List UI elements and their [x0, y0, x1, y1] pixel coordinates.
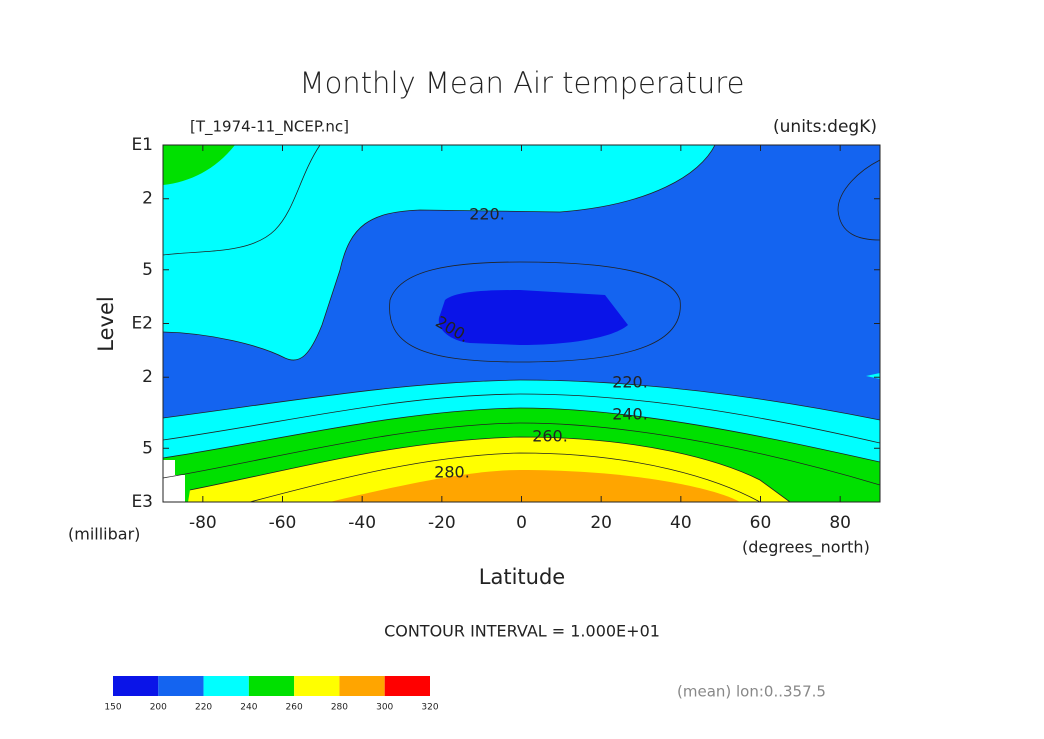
y-tick-label: 2	[142, 367, 153, 387]
contour-label: 220.	[469, 205, 505, 224]
contour-label: 220.	[612, 373, 648, 392]
y-tick-label: E1	[131, 135, 153, 155]
contour-label: 240.	[612, 405, 648, 424]
band-150-200	[438, 290, 628, 345]
band-220-240	[163, 145, 715, 361]
x-tick-label: -40	[348, 513, 376, 533]
x-axis-label: Latitude	[479, 565, 565, 589]
colorbar-label: 220	[195, 703, 212, 713]
x-tick-label: 20	[590, 513, 612, 533]
missing-data	[163, 460, 185, 502]
band-280-300	[330, 470, 740, 502]
y-tick-label: 2	[142, 189, 153, 209]
colorbar-swatch	[384, 676, 430, 696]
units-label: (units:degK)	[773, 117, 877, 137]
contour-line	[163, 407, 880, 463]
band-240-260	[163, 145, 235, 185]
colorbar-label: 260	[286, 703, 303, 713]
contour-line	[163, 422, 880, 486]
x-tick-label: 0	[516, 513, 527, 533]
contour-label: 280.	[434, 463, 470, 482]
contour-fill	[163, 145, 880, 502]
colorbar-swatch	[248, 676, 295, 696]
colorbar-swatch	[339, 676, 385, 696]
x-tick-label: 80	[829, 513, 851, 533]
y-tick-label: E3	[131, 492, 153, 512]
x-tick-label: 40	[670, 513, 692, 533]
contour-line	[389, 261, 681, 363]
colorbar-swatch	[113, 676, 159, 696]
contour-interval: CONTOUR INTERVAL = 1.000E+01	[384, 622, 660, 641]
file-label: [T_1974-11_NCEP.nc]	[190, 118, 349, 137]
y-axis-label: Level	[94, 296, 118, 351]
colorbar-swatch	[294, 676, 340, 696]
colorbar-label: 200	[150, 703, 167, 713]
colorbar-label: 300	[376, 703, 393, 713]
y-tick-label: 5	[142, 260, 153, 280]
contour-line	[249, 452, 761, 502]
x-tick-label: 60	[750, 513, 772, 533]
contour-line	[189, 436, 791, 502]
colorbar-label: 150	[104, 703, 121, 713]
y-units: (millibar)	[68, 525, 140, 544]
contour-line	[163, 145, 716, 361]
colorbar-label: 320	[421, 703, 438, 713]
x-tick-label: -60	[269, 513, 297, 533]
colorbar-label: 240	[240, 703, 257, 713]
y-tick-label: 5	[142, 438, 153, 458]
contour-line	[163, 393, 880, 444]
chart-title: Monthly Mean Air temperature	[300, 66, 745, 100]
x-tick-label: -80	[189, 513, 217, 533]
x-units: (degrees_north)	[742, 538, 870, 558]
contour-line	[163, 145, 321, 256]
contour-label: 260.	[532, 427, 568, 446]
contour-line	[837, 159, 880, 241]
x-tick-label: -20	[428, 513, 456, 533]
footer: (mean) lon:0..357.5	[677, 683, 826, 701]
colorbar-label: 280	[331, 703, 348, 713]
colorbar-swatch	[158, 676, 204, 696]
contour-line	[163, 379, 880, 421]
colorbar-swatch	[203, 676, 249, 696]
y-tick-label: E2	[131, 314, 153, 334]
